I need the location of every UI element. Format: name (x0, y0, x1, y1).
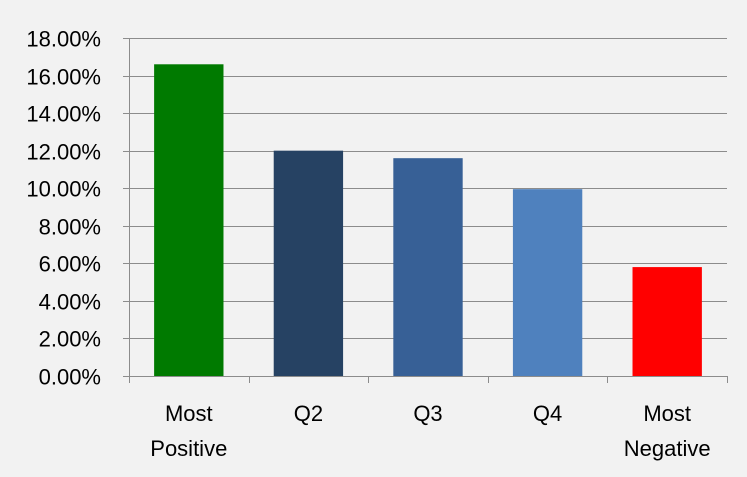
x-tick-label: Q2 (294, 401, 323, 426)
bar (632, 267, 702, 376)
x-tick-label: Most Negative (624, 401, 711, 461)
x-tick-label: Q3 (413, 401, 442, 426)
x-tick-label: Most Positive (150, 401, 227, 461)
y-tick-label: 8.00% (39, 215, 101, 240)
x-tick-label-line: Negative (624, 436, 711, 461)
y-tick-label: 10.00% (26, 177, 101, 202)
bar (393, 158, 463, 376)
y-tick-label: 2.00% (39, 327, 101, 352)
x-tick-label-line: Most (643, 401, 691, 426)
x-tick-label: Q4 (533, 401, 562, 426)
y-tick-label: 6.00% (39, 252, 101, 277)
y-tick-label: 14.00% (26, 102, 101, 127)
y-tick-label: 4.00% (39, 290, 101, 315)
y-tick-label: 18.00% (26, 27, 101, 52)
x-tick-label-line: Q2 (294, 401, 323, 426)
bar (273, 150, 344, 376)
x-tick-label-line: Most (165, 401, 213, 426)
x-tick-label-line: Positive (150, 436, 227, 461)
x-tick-label-line: Q4 (533, 401, 562, 426)
y-tick-label: 0.00% (39, 365, 101, 390)
y-tick-label: 12.00% (26, 140, 101, 165)
bar (154, 64, 224, 377)
bar (512, 189, 583, 376)
y-tick-label: 16.00% (26, 65, 101, 90)
x-tick-label-line: Q3 (413, 401, 442, 426)
